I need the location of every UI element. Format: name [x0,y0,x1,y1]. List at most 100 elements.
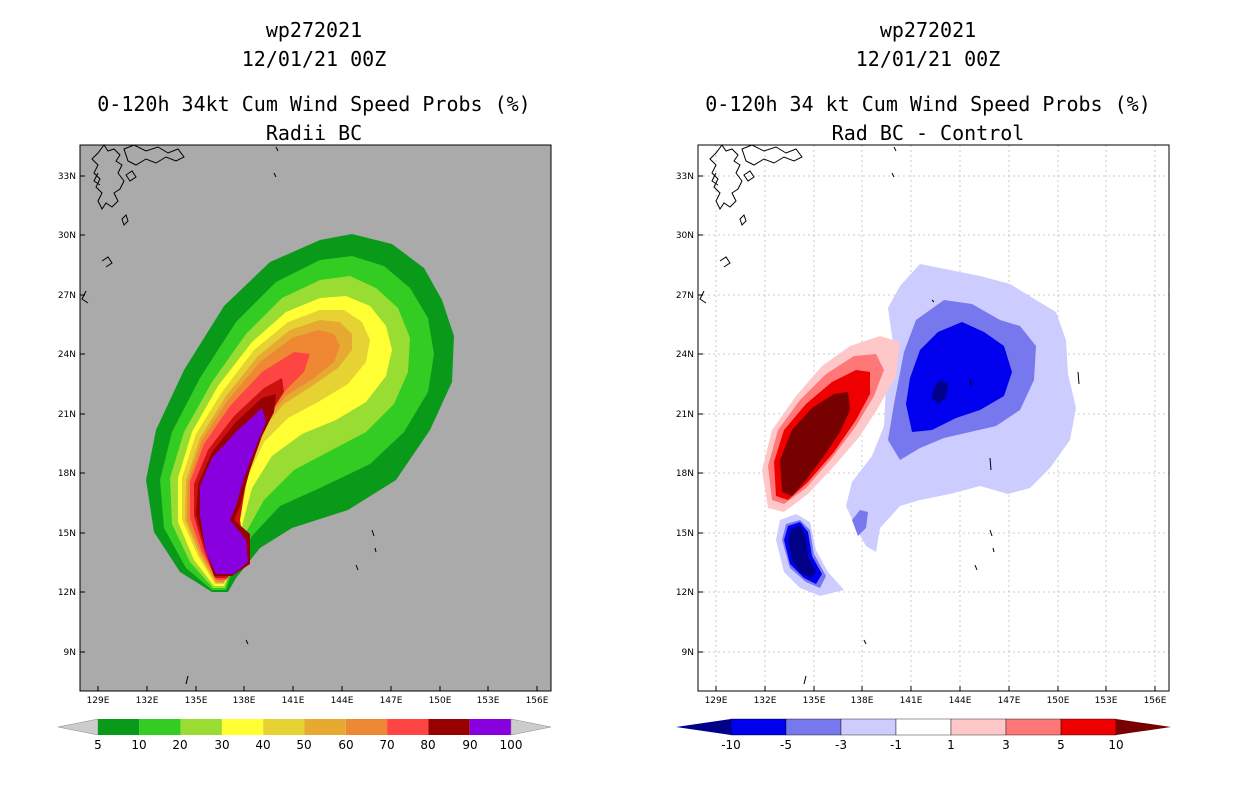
lat-label: 9N [682,648,694,658]
colorbar-cell [304,719,346,735]
colorbar-cell [840,718,897,736]
lat-label: 12N [58,588,76,598]
colorbar-label: 1 [947,738,955,752]
left-colorbar: 5 10 20 30 40 50 60 70 80 90 100 [57,718,552,752]
lat-label: 33N [58,172,76,182]
colorbar-label: 20 [172,738,187,752]
lat-label: 24N [676,350,694,360]
colorbar-cell [1060,718,1117,736]
colorbar-cell [263,719,305,735]
lon-label: 153E [1095,696,1118,706]
lat-label: 27N [676,291,694,301]
product-title: 0-120h 34kt Cum Wind Speed Probs (%) [97,92,531,116]
lon-label: 138E [851,696,874,706]
lat-label: 30N [58,231,76,241]
lat-label: 18N [676,469,694,479]
product-title: 0-120h 34 kt Cum Wind Speed Probs (%) [705,92,1151,116]
lon-label: 135E [803,696,826,706]
lon-label: 156E [1144,696,1167,706]
colorbar-cell [730,718,787,736]
colorbar-cell [469,719,511,735]
left-axes [80,175,538,691]
lon-label: 147E [380,696,403,706]
colorbar-label: 60 [338,738,353,752]
colorbar-max-arrow [510,718,552,736]
colorbar-cell [139,719,181,735]
lon-label: 129E [705,696,728,706]
colorbar-label: 90 [462,738,477,752]
lat-label: 30N [676,231,694,241]
colorbar-cell [895,718,952,736]
lat-label: 9N [64,648,76,658]
left-colorbar-cells [98,719,511,735]
lat-label: 18N [58,469,76,479]
colorbar-label: 30 [214,738,229,752]
right-lat-labels: 33N 30N 27N 24N 21N 18N 15N 12N 9N [676,172,694,658]
lat-label: 15N [676,529,694,539]
diff-contour-minus-small [852,510,868,536]
right-islands [803,299,1080,685]
diff-contour-minus-10 [932,380,948,404]
lat-label: 12N [676,588,694,598]
left-panel-title: wp272021 12/01/21 00Z 0-120h 34kt Cum Wi… [14,16,614,148]
colorbar-cell [345,719,388,735]
colorbar-cell [221,719,264,735]
colorbar-label: -5 [780,738,792,752]
right-panel-title: wp272021 12/01/21 00Z 0-120h 34 kt Cum W… [628,16,1228,148]
colorbar-cell [387,719,429,735]
product-subtitle: Rad BC - Control [831,121,1025,145]
colorbar-label: 10 [1108,738,1123,752]
colorbar-label: 50 [296,738,311,752]
lon-label: 153E [477,696,500,706]
left-probability-field [146,234,454,592]
colorbar-label: 40 [255,738,270,752]
lon-label: 144E [949,696,972,706]
diff-contour-minus-5 [906,322,1012,432]
prob-contour-100 [200,408,266,574]
left-lat-labels: 33N 30N 27N 24N 21N 18N 15N 12N 9N [58,172,76,658]
product-subtitle: Radii BC [265,121,363,145]
lat-label: 27N [58,291,76,301]
left-map-panel: 129E 132E 135E 138E 141E 144E 147E 150E … [57,144,552,752]
lat-label: 24N [58,350,76,360]
colorbar-label: 70 [379,738,394,752]
lat-label: 33N [676,172,694,182]
lon-label: 147E [998,696,1021,706]
right-colorbar: -10 -5 -3 -1 1 3 5 10 [676,718,1171,752]
colorbar-label: 80 [420,738,435,752]
colorbar-max-arrow [1116,719,1171,735]
colorbar-label: 5 [94,738,102,752]
lon-label: 150E [1047,696,1070,706]
colorbar-min-arrow [676,719,731,735]
lon-label: 132E [136,696,159,706]
right-map-panel: 129E 132E 135E 138E 141E 144E 147E 150E … [676,144,1171,752]
right-lon-labels: 129E 132E 135E 138E 141E 144E 147E 150E … [705,696,1167,706]
lat-label: 15N [58,529,76,539]
colorbar-cell [1005,718,1062,736]
colorbar-label: 3 [1002,738,1010,752]
lat-label: 21N [58,410,76,420]
right-difference-field [762,264,1076,596]
colorbar-cell [950,718,1007,736]
colorbar-label: -3 [835,738,847,752]
colorbar-label: -1 [890,738,902,752]
colorbar-label: 100 [500,738,523,752]
colorbar-min-arrow [57,718,99,736]
lon-label: 156E [526,696,549,706]
lon-label: 144E [331,696,354,706]
left-lon-labels: 129E 132E 135E 138E 141E 144E 147E 150E … [87,696,549,706]
storm-id: wp272021 [265,18,363,42]
diff-southern-minus-10 [788,526,816,578]
diff-contour-plus-10 [780,392,850,496]
storm-id: wp272021 [879,18,977,42]
right-map-frame [697,144,1170,692]
colorbar-cell [98,719,140,735]
lon-label: 141E [900,696,923,706]
colorbar-label: 5 [1057,738,1065,752]
forecast-time: 12/01/21 00Z [241,47,387,71]
lon-label: 135E [185,696,208,706]
lon-label: 129E [87,696,110,706]
lon-label: 141E [282,696,305,706]
forecast-time: 12/01/21 00Z [855,47,1001,71]
